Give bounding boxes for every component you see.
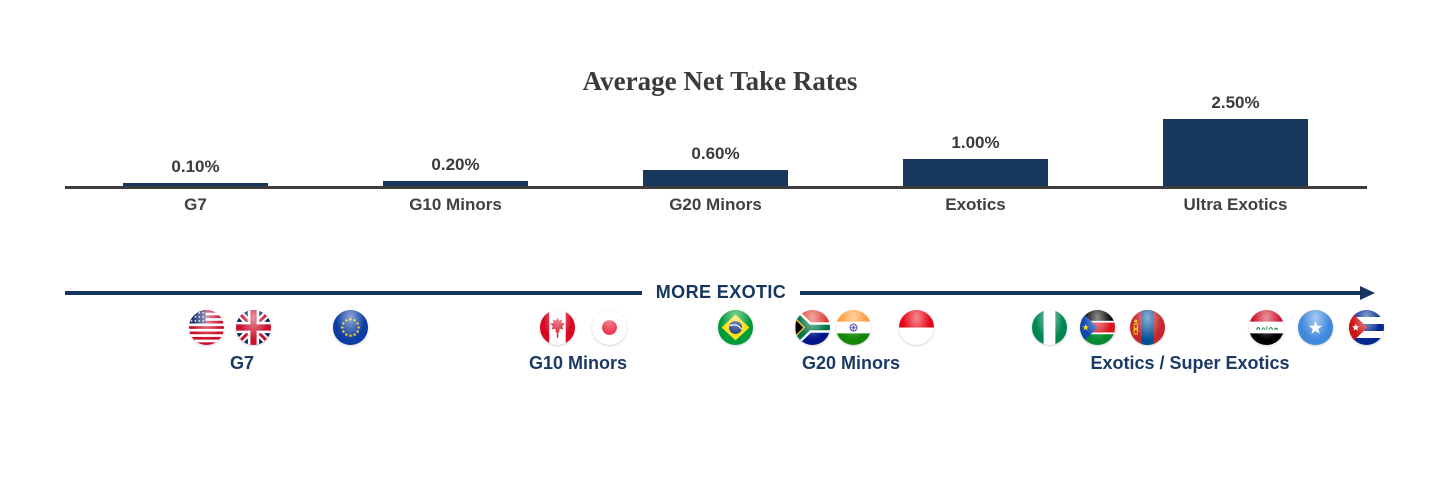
iraq-flag-icon <box>1248 310 1284 345</box>
x-axis-line <box>65 186 1367 189</box>
nigeria-flag-icon <box>1031 310 1067 345</box>
more-exotic-line-left <box>65 291 642 295</box>
flag-group-label-exotics-super-exotics: Exotics / Super Exotics <box>1090 353 1290 373</box>
bar-g10-minors <box>383 181 528 186</box>
flag-group-label-g10-minors: G10 Minors <box>528 353 628 373</box>
canada-flag-icon <box>539 310 575 345</box>
india-flag-icon <box>835 310 871 345</box>
bar-category-label-g10-minors: G10 Minors <box>409 195 502 214</box>
eu-flag-icon <box>332 310 368 345</box>
flag-group-label-g7: G7 <box>229 353 255 373</box>
arrow-right-icon <box>1360 286 1375 300</box>
mongolia-flag-icon <box>1129 310 1165 345</box>
japan-flag-icon <box>591 310 627 345</box>
uk-flag-icon <box>235 310 271 345</box>
bar-value-label-g7: 0.10% <box>171 157 220 176</box>
bar-g20-minors <box>643 170 788 186</box>
bar-g7 <box>123 183 268 186</box>
south-sudan-flag-icon <box>1079 310 1115 345</box>
more-exotic-label: MORE EXOTIC <box>655 282 787 302</box>
bar-category-label-ultra-exotics: Ultra Exotics <box>1183 195 1288 214</box>
bar-category-label-g7: G7 <box>184 195 207 214</box>
bar-ultra-exotics <box>1163 119 1308 186</box>
bar-value-label-g20-minors: 0.60% <box>691 144 740 163</box>
bar-category-label-exotics: Exotics <box>945 195 1006 214</box>
south-africa-flag-icon <box>794 310 830 345</box>
somalia-flag-icon <box>1297 310 1333 345</box>
cuba-flag-icon <box>1348 310 1384 345</box>
bar-category-label-g20-minors: G20 Minors <box>669 195 762 214</box>
indonesia-flag-icon <box>898 310 934 345</box>
bar-value-label-g10-minors: 0.20% <box>431 155 480 174</box>
bar-exotics <box>903 159 1048 186</box>
bar-value-label-ultra-exotics: 2.50% <box>1211 93 1260 112</box>
bar-value-label-exotics: 1.00% <box>951 133 1000 152</box>
chart-title: Average Net Take Rates <box>582 66 858 96</box>
us-flag-icon <box>188 310 224 345</box>
more-exotic-line-right <box>800 291 1360 295</box>
flag-group-label-g20-minors: G20 Minors <box>801 353 901 373</box>
brazil-flag-icon <box>717 310 753 345</box>
